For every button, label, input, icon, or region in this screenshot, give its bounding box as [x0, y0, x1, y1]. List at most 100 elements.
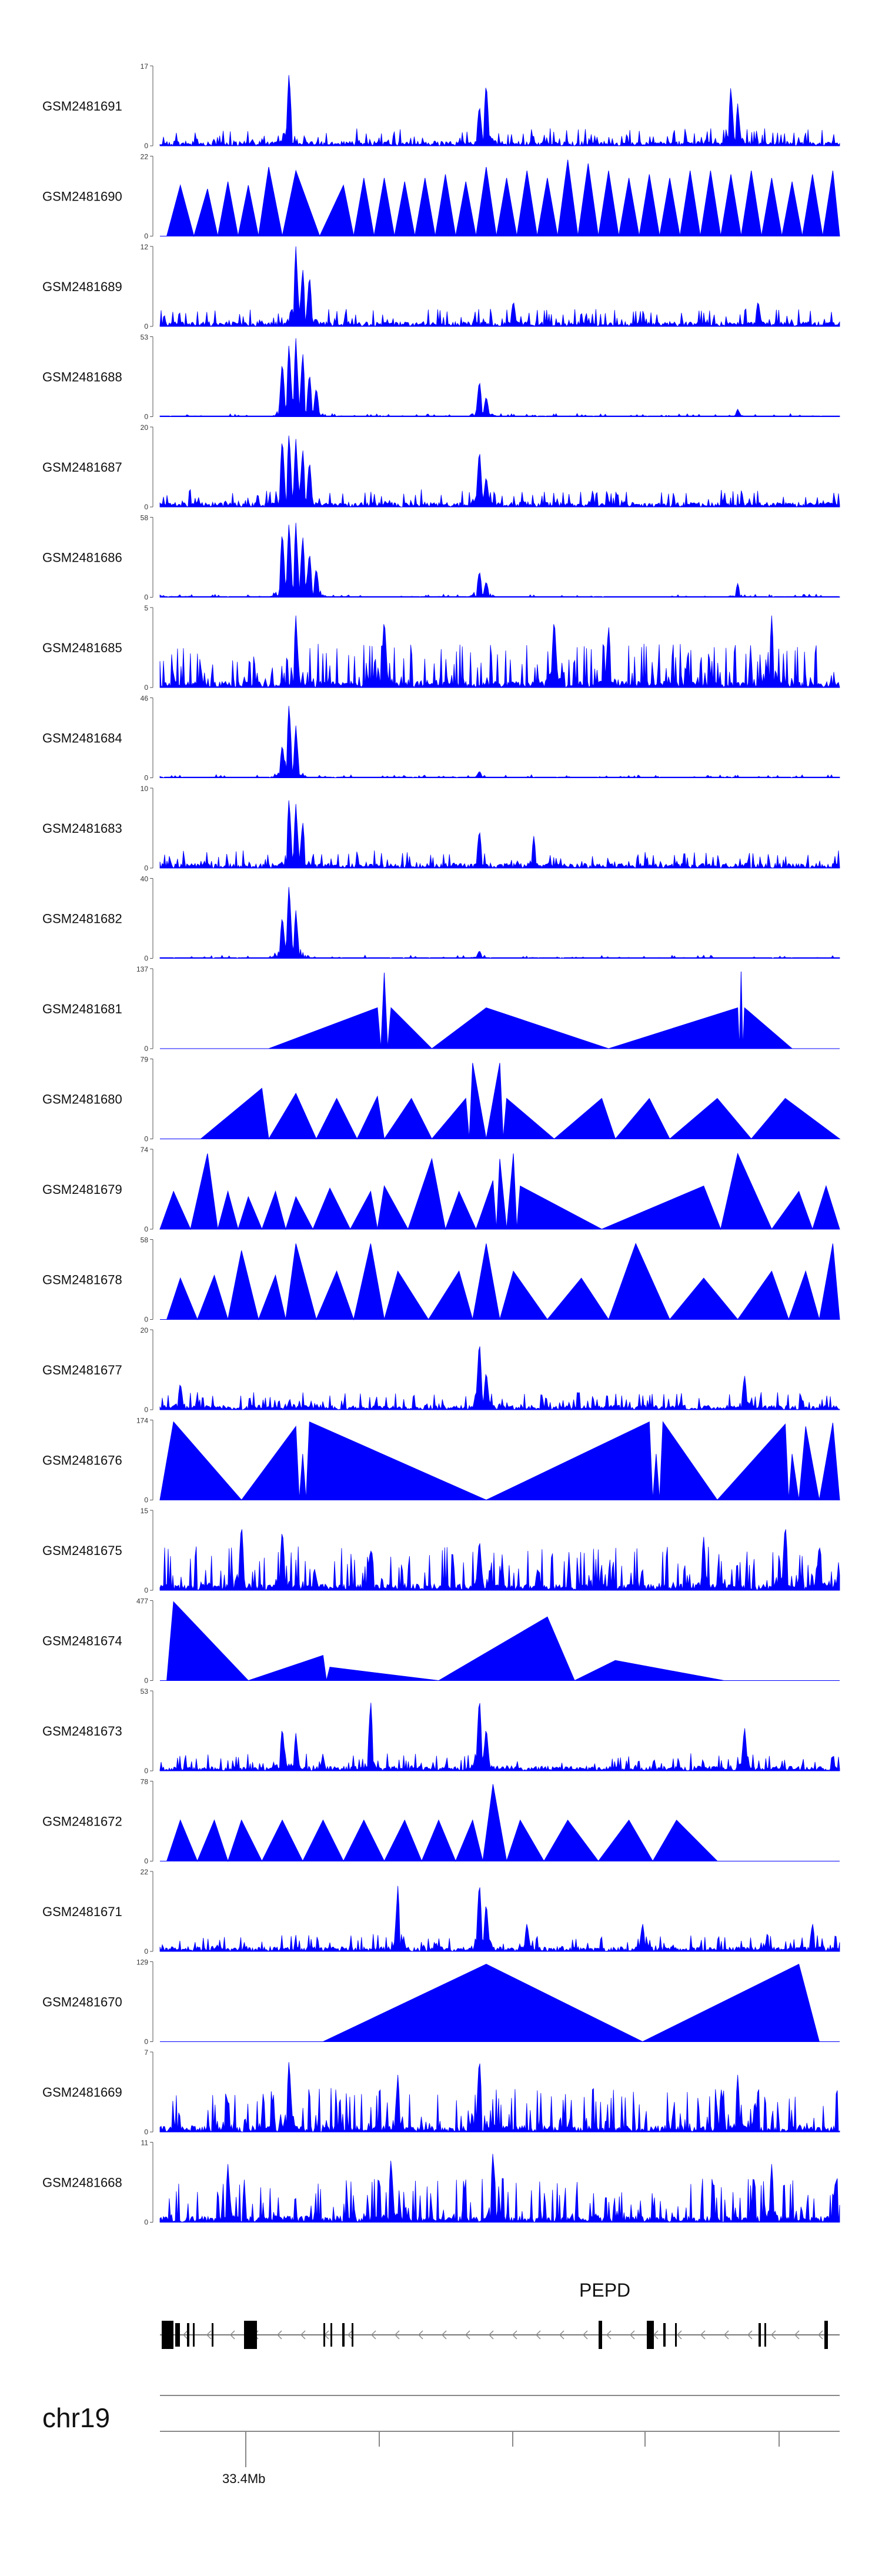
- track-GSM2481670: GSM2481670 129 0: [42, 1958, 840, 2046]
- y-max-label: 10: [141, 785, 149, 793]
- strand-arrow: [300, 2330, 306, 2340]
- strand-arrow: [700, 2330, 706, 2340]
- coverage-area: [159, 246, 840, 328]
- coverage-area: [159, 2062, 840, 2133]
- track-GSM2481691: GSM2481691 17 0: [42, 62, 840, 150]
- track-GSM2481686: GSM2481686 58 0: [42, 514, 840, 602]
- track-GSM2481673: GSM2481673 53 0: [42, 1687, 840, 1775]
- coverage-area: [159, 75, 840, 147]
- exon-block: [599, 2321, 602, 2349]
- strand-arrow: [794, 2330, 800, 2340]
- track-label: GSM2481674: [42, 1634, 122, 1649]
- track-GSM2481680: GSM2481680 79 0: [42, 1056, 841, 1143]
- track-label: GSM2481671: [42, 1904, 122, 1919]
- y-min-label: 0: [144, 232, 148, 241]
- y-max-label: 5: [144, 604, 148, 612]
- track-GSM2481681: GSM2481681 137 0: [42, 965, 840, 1053]
- track-GSM2481668: GSM2481668 11 0: [42, 2139, 840, 2227]
- exon-block: [647, 2321, 654, 2349]
- coverage-area: [159, 522, 840, 598]
- coverage-area: [160, 1601, 738, 1681]
- strand-arrow: [770, 2330, 776, 2340]
- coverage-area: [159, 1421, 840, 1501]
- y-min-label: 0: [144, 864, 148, 872]
- track-label: GSM2481673: [42, 1724, 122, 1739]
- track-label: GSM2481676: [42, 1453, 122, 1468]
- y-max-label: 53: [141, 1687, 149, 1696]
- track-GSM2481677: GSM2481677 20 0: [42, 1326, 840, 1414]
- coverage-area: [309, 1963, 833, 2043]
- y-max-label: 22: [141, 1868, 149, 1876]
- track-label: GSM2481689: [42, 279, 122, 294]
- y-max-label: 46: [141, 695, 149, 703]
- y-min-label: 0: [144, 2218, 148, 2227]
- track-label: GSM2481686: [42, 550, 122, 565]
- y-min-label: 0: [144, 1857, 148, 1866]
- y-min-label: 0: [144, 1586, 148, 1594]
- track-GSM2481675: GSM2481675 15 0: [42, 1507, 840, 1594]
- strand-arrow: [229, 2330, 235, 2340]
- coverage-area: [159, 1886, 840, 1953]
- track-GSM2481685: GSM2481685 5 0: [42, 604, 840, 692]
- track-label: GSM2481672: [42, 1814, 122, 1829]
- y-min-label: 0: [144, 1045, 148, 1053]
- exon-block: [162, 2321, 173, 2349]
- track-label: GSM2481678: [42, 1273, 122, 1287]
- y-min-label: 0: [144, 1677, 148, 1685]
- track-GSM2481690: GSM2481690 22 0: [42, 153, 840, 241]
- track-label: GSM2481680: [42, 1092, 122, 1107]
- track-GSM2481674: GSM2481674 477 0: [42, 1597, 840, 1685]
- y-max-label: 78: [141, 1778, 149, 1786]
- y-min-label: 0: [144, 1406, 148, 1414]
- track-label: GSM2481684: [42, 731, 122, 746]
- coverage-area: [159, 1152, 840, 1230]
- track-label: GSM2481675: [42, 1543, 122, 1558]
- exon-block: [759, 2323, 761, 2347]
- exon-block: [323, 2323, 325, 2347]
- track-label: GSM2481679: [42, 1182, 122, 1197]
- coverage-area: [166, 1243, 840, 1321]
- track-label: GSM2481682: [42, 912, 122, 926]
- y-max-label: 11: [141, 2139, 149, 2147]
- coverage-area: [187, 1063, 841, 1140]
- strand-arrow: [723, 2330, 729, 2340]
- track-label: GSM2481690: [42, 189, 122, 204]
- axis-coordinate-label: 33.4Mb: [222, 2471, 265, 2486]
- strand-arrow: [676, 2330, 682, 2340]
- coverage-area: [255, 971, 806, 1049]
- y-min-label: 0: [144, 413, 148, 421]
- track-label: GSM2481685: [42, 640, 122, 655]
- y-min-label: 0: [144, 503, 148, 511]
- track-label: GSM2481670: [42, 1995, 122, 2010]
- exon-block: [330, 2323, 332, 2347]
- y-min-label: 0: [144, 774, 148, 782]
- track-GSM2481684: GSM2481684 46 0: [42, 695, 840, 782]
- strand-arrow: [817, 2330, 823, 2340]
- exon-block: [175, 2323, 180, 2347]
- track-label: GSM2481683: [42, 821, 122, 836]
- coverage-area: [159, 2154, 840, 2223]
- y-max-label: 58: [141, 1236, 149, 1244]
- strand-arrow: [512, 2330, 517, 2340]
- coverage-area: [159, 706, 840, 778]
- y-min-label: 0: [144, 2038, 148, 2046]
- track-label: GSM2481688: [42, 370, 122, 385]
- y-max-label: 174: [136, 1417, 148, 1425]
- exon-block: [824, 2321, 828, 2349]
- y-max-label: 17: [141, 62, 149, 71]
- strand-arrow: [370, 2330, 376, 2340]
- gene-model: PEPD: [160, 2280, 840, 2349]
- exon-block: [352, 2323, 353, 2347]
- y-max-label: 12: [141, 243, 149, 251]
- track-GSM2481672: GSM2481672 78 0: [42, 1778, 840, 1866]
- track-label: GSM2481668: [42, 2175, 122, 2190]
- y-min-label: 0: [144, 1135, 148, 1143]
- y-max-label: 15: [141, 1507, 149, 1515]
- y-min-label: 0: [144, 142, 148, 150]
- y-max-label: 137: [136, 965, 148, 973]
- track-GSM2481683: GSM2481683 10 0: [42, 785, 840, 872]
- strand-arrow: [441, 2330, 447, 2340]
- exon-block: [193, 2323, 195, 2347]
- track-GSM2481679: GSM2481679 74 0: [42, 1146, 840, 1233]
- strand-arrow: [747, 2330, 753, 2340]
